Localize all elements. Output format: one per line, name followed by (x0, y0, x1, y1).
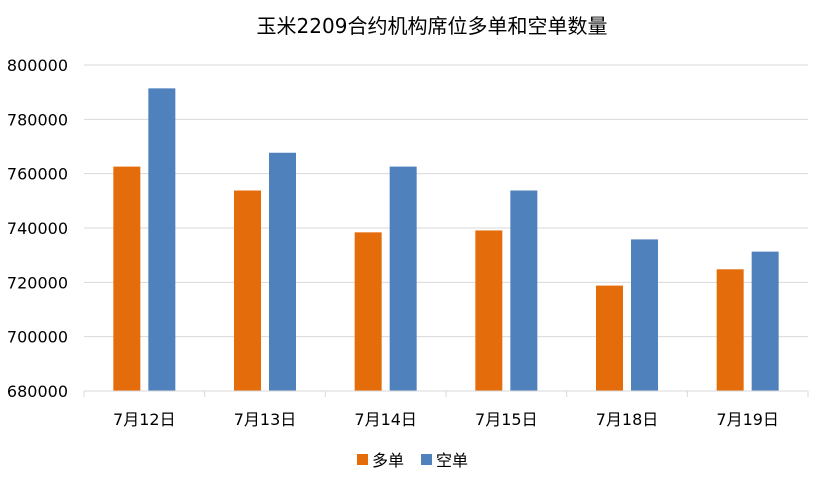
bar-long (234, 190, 261, 391)
x-tick-label: 7月13日 (234, 410, 297, 429)
legend-label: 多单 (372, 451, 404, 470)
bar-long (596, 285, 623, 391)
legend-swatch (421, 454, 432, 465)
bars (113, 88, 779, 391)
bar-long (113, 166, 141, 391)
bar-short (269, 152, 296, 391)
bar-short (389, 166, 417, 391)
bar-short (751, 251, 779, 391)
bar-short (631, 239, 658, 391)
legend-swatch (357, 454, 368, 465)
x-tick-label: 7月18日 (596, 410, 659, 429)
y-tick-label: 760000 (7, 165, 68, 184)
x-tick-label: 7月12日 (113, 410, 176, 429)
y-tick-label: 680000 (7, 382, 68, 401)
bar-long (354, 232, 382, 391)
y-tick-label: 800000 (7, 56, 68, 75)
y-tick-label: 740000 (7, 219, 68, 238)
y-tick-label: 720000 (7, 273, 68, 292)
x-axis: 7月12日 7月13日 7月14日 7月15日 7月18日 7月19日 (83, 390, 809, 429)
bar-long (475, 230, 503, 391)
legend: 多单 空单 (357, 451, 468, 470)
y-tick-label: 780000 (7, 110, 68, 129)
chart-title: 玉米2209合约机构席位多单和空单数量 (257, 14, 608, 38)
bar-short (510, 190, 538, 391)
x-tick-label: 7月14日 (354, 410, 417, 429)
y-tick-label: 700000 (7, 328, 68, 347)
x-tick-label: 7月19日 (716, 410, 779, 429)
bar-short (148, 88, 176, 391)
legend-label: 空单 (436, 451, 468, 470)
bar-long (716, 269, 744, 391)
y-axis: 680000 700000 720000 740000 760000 780000 8000… (7, 56, 68, 401)
gridlines (84, 64, 808, 392)
x-tick-label: 7月15日 (475, 410, 538, 429)
